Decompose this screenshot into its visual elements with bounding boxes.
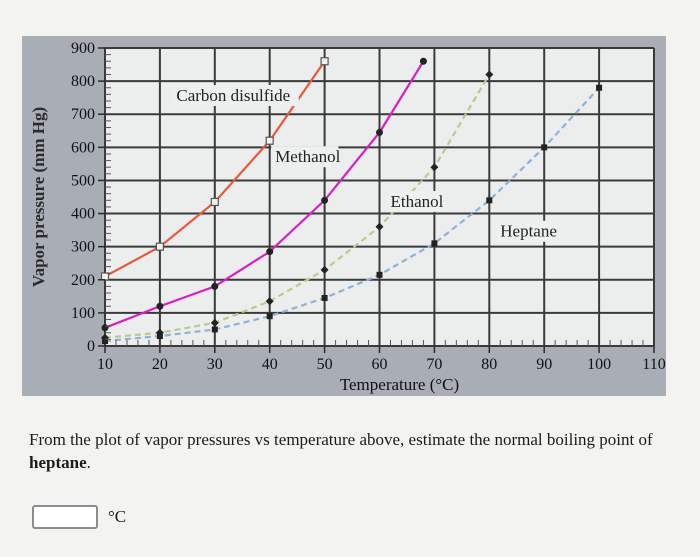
y-tick-label: 300 xyxy=(71,239,95,256)
y-tick-label: 600 xyxy=(71,139,95,156)
y-tick-label: 900 xyxy=(71,40,95,57)
data-point xyxy=(156,333,163,340)
x-axis-title: Temperature (°C) xyxy=(340,375,459,394)
series-label: Heptane xyxy=(496,220,557,242)
data-point xyxy=(211,326,218,333)
data-point xyxy=(376,271,383,278)
series-label-bg xyxy=(172,84,299,106)
data-point xyxy=(541,144,548,151)
data-point xyxy=(100,272,110,281)
x-tick-label: 80 xyxy=(481,356,497,373)
data-point xyxy=(376,128,383,136)
data-point xyxy=(320,57,329,66)
question-text-main: From the plot of vapor pressures vs temp… xyxy=(29,430,653,449)
data-point xyxy=(102,338,108,345)
series-label-text: Ethanol xyxy=(390,192,443,211)
series-line xyxy=(104,86,600,343)
x-tick-label: 20 xyxy=(152,356,168,373)
x-tick-label: 70 xyxy=(426,356,442,373)
data-point xyxy=(210,197,219,207)
data-point xyxy=(210,318,219,327)
data-point xyxy=(211,282,219,290)
series-line xyxy=(104,73,491,339)
data-point xyxy=(156,302,164,310)
question-text: From the plot of vapor pressures vs temp… xyxy=(29,428,669,474)
data-point xyxy=(485,70,494,79)
series-layer xyxy=(100,57,603,345)
data-point xyxy=(266,248,274,256)
x-tick-label: 90 xyxy=(536,356,552,373)
series-label: Ethanol xyxy=(386,190,447,212)
y-tick-label: 0 xyxy=(87,338,95,355)
data-point xyxy=(265,297,274,306)
question-bold-word: heptane xyxy=(29,453,87,472)
question-text-end: . xyxy=(86,453,91,472)
data-point xyxy=(321,196,329,204)
axes: 10 20 30 40 50 60 70 80 90 100 110 0 100 200 300 400 500… xyxy=(29,40,666,394)
y-axis-title: Vapor pressure (mm Hg) xyxy=(29,107,48,287)
x-tick-label: 50 xyxy=(317,356,333,373)
series-label-bg xyxy=(386,190,447,212)
y-tick-label: 500 xyxy=(71,172,95,189)
data-point xyxy=(486,197,493,204)
y-tick-label: 100 xyxy=(71,305,95,322)
series-label-bg xyxy=(496,220,557,242)
x-tick-label: 10 xyxy=(97,356,113,373)
x-tick-label: 60 xyxy=(372,356,388,373)
boiling-point-input[interactable] xyxy=(32,505,98,529)
vapor-pressure-chart: 10 20 30 40 50 60 70 80 90 100 110 0 100 200 300 400 500… xyxy=(29,40,666,394)
x-tick-label: 100 xyxy=(587,356,611,373)
data-point xyxy=(265,136,274,145)
plot-panel: 10 20 30 40 50 60 70 80 90 100 110 0 100 200 300 400 500… xyxy=(22,36,666,396)
series-label-text: Carbon disulfide xyxy=(176,86,290,105)
series-label-text: Methanol xyxy=(275,147,340,166)
y-tick-label: 700 xyxy=(71,106,95,123)
data-point xyxy=(101,324,109,332)
unit-label: °C xyxy=(108,507,127,526)
series-label: Carbon disulfide xyxy=(172,84,299,106)
data-point xyxy=(431,240,438,247)
data-point xyxy=(266,313,273,320)
data-point xyxy=(320,265,329,274)
data-point xyxy=(155,242,164,251)
data-point xyxy=(430,163,439,172)
data-point xyxy=(321,294,328,301)
data-point xyxy=(596,84,603,91)
data-point xyxy=(419,57,427,65)
y-tick-label: 400 xyxy=(71,206,95,223)
series-label-bg xyxy=(271,146,339,168)
data-point xyxy=(375,222,384,231)
x-tick-label: 40 xyxy=(262,356,278,373)
x-tick-label: 110 xyxy=(642,356,665,373)
series-label-text: Heptane xyxy=(500,222,557,241)
y-tick-label: 200 xyxy=(71,272,95,289)
series-labels: Carbon disulfide Methanol Ethanol Heptane xyxy=(172,84,557,242)
y-tick-label: 800 xyxy=(71,73,95,90)
x-tick-label: 30 xyxy=(207,356,223,373)
series-label: Methanol xyxy=(271,146,341,168)
